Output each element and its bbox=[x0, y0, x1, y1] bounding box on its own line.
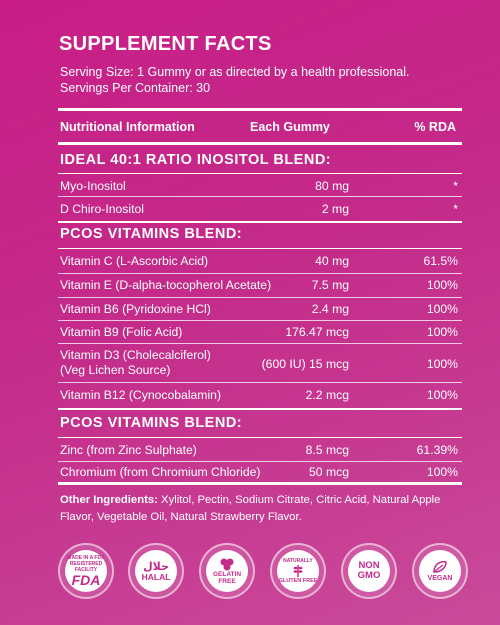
other-ingredients-label: Other Ingredients: bbox=[60, 494, 158, 506]
nutrient-rda: 100% bbox=[426, 388, 458, 402]
halal-arabic: حلال bbox=[143, 560, 169, 573]
halal-icon: حلال HALAL bbox=[128, 543, 184, 599]
nutrient-amount: 2.2 mcg bbox=[305, 388, 349, 402]
nutrient-name: Vitamin B9 (Folic Acid) bbox=[60, 325, 183, 339]
table-row: Myo-Inositol 80 mg * bbox=[58, 176, 462, 197]
nutrient-amount: 2 mg bbox=[321, 202, 349, 216]
nutrient-name: Vitamin D3 (Cholecalciferol) bbox=[60, 348, 211, 362]
nutrient-name: Chromium (from Chromium Chloride) bbox=[60, 465, 261, 479]
table-row: Zinc (from Zinc Sulphate) 8.5 mcg 61.39% bbox=[58, 438, 462, 462]
serving-size: Serving Size: 1 Gummy or as directed by … bbox=[60, 65, 410, 79]
row-divider bbox=[58, 461, 462, 462]
row-divider bbox=[58, 273, 462, 274]
row-divider bbox=[58, 297, 462, 298]
nutrient-rda: 61.39% bbox=[416, 443, 458, 457]
page-title: SUPPLEMENT FACTS bbox=[59, 33, 272, 55]
bottom-divider bbox=[58, 482, 462, 485]
section-divider bbox=[58, 173, 462, 174]
nutrient-rda: * bbox=[453, 179, 458, 193]
section-title-minerals: PCOS VITAMINS BLEND: bbox=[60, 415, 243, 431]
fda-small-text: MADE IN A FDA REGISTERED FACILITY bbox=[67, 555, 105, 573]
section-divider bbox=[58, 408, 462, 410]
table-row: Chromium (from Chromium Chloride) 50 mcg… bbox=[58, 462, 462, 482]
serving-info: Serving Size: 1 Gummy or as directed by … bbox=[60, 64, 409, 96]
nutrient-rda: 61.5% bbox=[423, 254, 458, 268]
nutrient-amount: 8.5 mcg bbox=[305, 443, 349, 457]
section-title-inositol: IDEAL 40:1 RATIO INOSITOL BLEND: bbox=[60, 152, 332, 168]
row-divider bbox=[58, 343, 462, 344]
gelatin-free-icon: GELATIN FREE bbox=[199, 543, 255, 599]
nutrient-amount: 176.47 mcg bbox=[285, 325, 349, 339]
vegan-label: VEGAN bbox=[427, 574, 453, 582]
row-divider bbox=[58, 196, 462, 197]
top-divider bbox=[58, 108, 462, 111]
nutrient-rda: 100% bbox=[426, 278, 458, 292]
nutrient-name: Vitamin C (L-Ascorbic Acid) bbox=[60, 254, 209, 268]
gluten-free-label: GLUTEN FREE bbox=[278, 578, 318, 584]
nutrient-rda: 100% bbox=[426, 357, 458, 371]
vegan-icon: VEGAN bbox=[412, 543, 468, 599]
nutrient-amount: 7.5 mg bbox=[311, 278, 349, 292]
row-divider bbox=[58, 320, 462, 321]
nutrient-amount: 2.4 mg bbox=[311, 302, 349, 316]
wheat-icon bbox=[293, 565, 303, 577]
section-divider bbox=[58, 221, 462, 223]
leaf-icon bbox=[433, 560, 447, 573]
header-each-gummy: Each Gummy bbox=[250, 120, 330, 134]
nutrient-name-source: (Veg Lichen Source) bbox=[60, 363, 171, 377]
nutrient-amount: 80 mg bbox=[315, 179, 349, 193]
gelatin-symbol-icon bbox=[220, 558, 234, 571]
nutrient-name: Myo-Inositol bbox=[60, 179, 126, 193]
non-gmo-icon: NON GMO bbox=[341, 543, 397, 599]
table-row: Vitamin D3 (Cholecalciferol) (Veg Lichen… bbox=[58, 344, 462, 383]
fda-label: FDA bbox=[71, 572, 101, 588]
nutrient-name: Vitamin E (D-alpha-tocopherol Acetate) bbox=[60, 278, 272, 292]
servings-per-container: Servings Per Container: 30 bbox=[60, 81, 211, 95]
nutrient-rda: 100% bbox=[426, 465, 458, 479]
other-ingredients-text: Xylitol, Pectin, Sodium Citrate, Citric … bbox=[60, 494, 441, 523]
nutrient-name: Zinc (from Zinc Sulphate) bbox=[60, 443, 197, 457]
section-divider bbox=[58, 437, 462, 438]
nutrient-rda: 100% bbox=[426, 325, 458, 339]
table-row: Vitamin B9 (Folic Acid) 176.47 mcg 100% bbox=[58, 321, 462, 344]
halal-label: HALAL bbox=[141, 571, 171, 582]
nutrient-rda: * bbox=[453, 202, 458, 216]
header-divider bbox=[58, 142, 462, 145]
row-divider bbox=[58, 382, 462, 383]
gelatin-free-label: GELATIN FREE bbox=[212, 571, 242, 585]
table-row: Vitamin E (D-alpha-tocopherol Acetate) 7… bbox=[58, 274, 462, 298]
nutrient-rda: 100% bbox=[426, 302, 458, 316]
table-row: Vitamin C (L-Ascorbic Acid) 40 mg 61.5% bbox=[58, 249, 462, 274]
nutrient-amount: (600 IU) 15 mcg bbox=[261, 357, 349, 371]
nutrient-name: Vitamin B6 (Pyridoxine HCl) bbox=[60, 302, 211, 316]
header-rda: % RDA bbox=[414, 120, 456, 134]
gluten-free-icon: NATURALLY GLUTEN FREE bbox=[270, 543, 326, 599]
table-row: D Chiro-Inositol 2 mg * bbox=[58, 198, 462, 221]
non-gmo-label: NON GMO bbox=[357, 560, 381, 581]
nutrient-amount: 50 mcg bbox=[309, 465, 349, 479]
section-divider bbox=[58, 248, 462, 249]
nutrient-name: D Chiro-Inositol bbox=[60, 202, 144, 216]
certification-badges: MADE IN A FDA REGISTERED FACILITY FDA حل… bbox=[58, 543, 468, 607]
table-row: Vitamin B6 (Pyridoxine HCl) 2.4 mg 100% bbox=[58, 298, 462, 321]
section-title-vitamins: PCOS VITAMINS BLEND: bbox=[60, 226, 243, 242]
gluten-naturally: NATURALLY bbox=[283, 558, 313, 564]
header-nutritional-information: Nutritional Information bbox=[60, 120, 195, 134]
other-ingredients: Other Ingredients: Xylitol, Pectin, Sodi… bbox=[60, 492, 460, 526]
table-row: Vitamin B12 (Cynocobalamin) 2.2 mcg 100% bbox=[58, 383, 462, 408]
fda-icon: MADE IN A FDA REGISTERED FACILITY FDA bbox=[58, 543, 114, 599]
nutrient-name: Vitamin B12 (Cynocobalamin) bbox=[60, 388, 221, 402]
nutrient-amount: 40 mg bbox=[315, 254, 349, 268]
